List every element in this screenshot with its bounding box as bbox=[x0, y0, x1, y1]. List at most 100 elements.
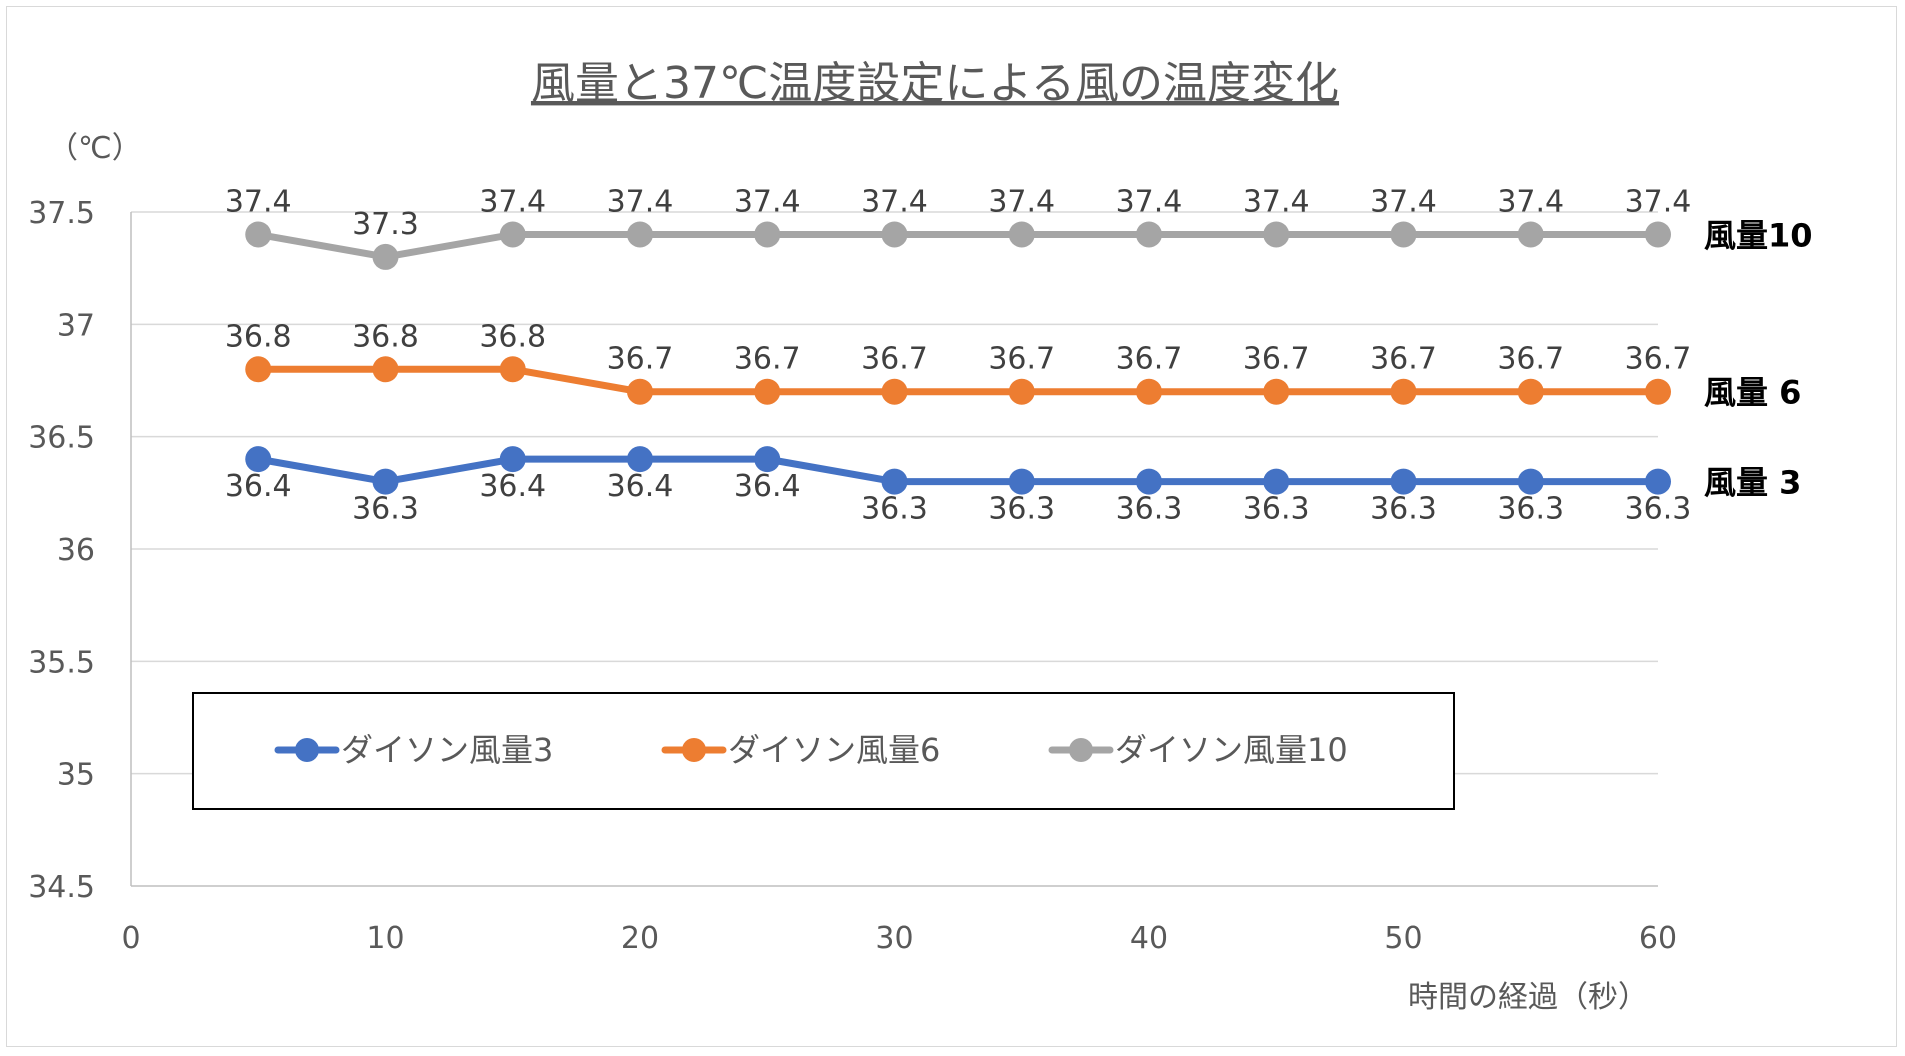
y-tick-label: 36 bbox=[57, 533, 95, 568]
data-point bbox=[245, 446, 272, 473]
series-line-3 bbox=[254, 230, 1662, 261]
data-label: 36.8 bbox=[479, 319, 546, 354]
data-label: 36.7 bbox=[1497, 342, 1564, 377]
data-label: 36.3 bbox=[1370, 492, 1437, 527]
y-axis-unit-label: （℃） bbox=[48, 131, 142, 166]
data-point bbox=[754, 378, 781, 405]
data-label: 37.4 bbox=[1625, 184, 1692, 219]
data-point bbox=[1263, 468, 1290, 495]
data-point bbox=[245, 221, 272, 248]
data-label: 36.7 bbox=[988, 342, 1055, 377]
data-label: 36.3 bbox=[352, 492, 419, 527]
legend-swatch-marker bbox=[1069, 738, 1093, 762]
x-tick-label: 60 bbox=[1639, 921, 1677, 956]
data-point bbox=[1263, 221, 1290, 248]
x-tick-label: 10 bbox=[366, 921, 404, 956]
series-line-1 bbox=[254, 455, 1662, 486]
y-tick-label: 35 bbox=[57, 758, 95, 793]
y-tick-label: 35.5 bbox=[28, 645, 95, 680]
series-line-2 bbox=[254, 365, 1662, 396]
data-point bbox=[1517, 378, 1544, 405]
data-label: 37.4 bbox=[1243, 184, 1310, 219]
legend-entry-label: ダイソン風量3 bbox=[341, 731, 553, 769]
data-point bbox=[881, 378, 908, 405]
data-point bbox=[372, 243, 399, 270]
data-label: 37.4 bbox=[1497, 184, 1564, 219]
data-point bbox=[881, 221, 908, 248]
data-label: 36.8 bbox=[352, 319, 419, 354]
series-end-label: 風量10 bbox=[1704, 216, 1813, 254]
x-tick-label: 50 bbox=[1384, 921, 1422, 956]
data-label: 36.7 bbox=[607, 342, 674, 377]
data-point bbox=[1390, 221, 1417, 248]
legend-entry-label: ダイソン風量6 bbox=[728, 731, 940, 769]
data-label: 36.3 bbox=[1116, 492, 1183, 527]
data-point bbox=[499, 356, 526, 383]
data-label: 36.7 bbox=[1370, 342, 1437, 377]
data-point bbox=[881, 468, 908, 495]
data-label: 37.4 bbox=[607, 184, 674, 219]
series-group bbox=[245, 221, 1671, 495]
legend: ダイソン風量3 ダイソン風量6 ダイソン風量10 bbox=[192, 692, 1455, 810]
x-tick-label: 0 bbox=[121, 921, 140, 956]
y-tick-label: 37 bbox=[57, 308, 95, 343]
data-label: 36.7 bbox=[734, 342, 801, 377]
chart-frame bbox=[6, 6, 1897, 1047]
data-label: 36.3 bbox=[988, 492, 1055, 527]
y-tick-label: 34.5 bbox=[28, 870, 95, 905]
data-point bbox=[1645, 221, 1671, 248]
data-point bbox=[627, 221, 653, 248]
data-point bbox=[1136, 221, 1162, 248]
data-point bbox=[1390, 378, 1417, 405]
legend-swatch-marker bbox=[682, 738, 706, 762]
data-label: 37.4 bbox=[734, 184, 801, 219]
data-point bbox=[1008, 221, 1035, 248]
data-label: 36.7 bbox=[1116, 342, 1183, 377]
data-label: 36.3 bbox=[1625, 492, 1692, 527]
data-label: 37.4 bbox=[861, 184, 928, 219]
data-label: 37.4 bbox=[988, 184, 1055, 219]
data-label: 36.4 bbox=[479, 469, 546, 504]
data-point bbox=[1645, 468, 1671, 495]
legend-box bbox=[192, 692, 1455, 810]
data-label: 37.4 bbox=[479, 184, 546, 219]
data-point bbox=[754, 221, 781, 248]
data-point bbox=[372, 468, 399, 495]
data-label: 36.7 bbox=[861, 342, 928, 377]
data-point bbox=[1517, 468, 1544, 495]
data-point bbox=[1517, 221, 1544, 248]
x-tick-label: 30 bbox=[875, 921, 913, 956]
data-label: 37.4 bbox=[1116, 184, 1183, 219]
data-label: 37.4 bbox=[225, 184, 292, 219]
data-point bbox=[245, 356, 272, 383]
x-tick-label: 40 bbox=[1130, 921, 1168, 956]
data-label: 36.3 bbox=[1243, 492, 1310, 527]
chart-title: 風量と37℃温度設定による風の温度変化 bbox=[531, 58, 1339, 109]
data-point bbox=[1263, 378, 1290, 405]
legend-swatch-marker bbox=[295, 738, 319, 762]
data-point bbox=[1136, 468, 1162, 495]
x-tick-label: 20 bbox=[621, 921, 659, 956]
data-point bbox=[1390, 468, 1417, 495]
x-axis-label: 時間の経過（秒） bbox=[1408, 980, 1648, 1015]
data-point bbox=[754, 446, 781, 473]
data-point bbox=[499, 221, 526, 248]
data-point bbox=[372, 356, 399, 383]
y-tick-label: 37.5 bbox=[28, 196, 95, 231]
data-point bbox=[627, 446, 653, 473]
data-point bbox=[1008, 468, 1035, 495]
data-point bbox=[1645, 378, 1671, 405]
data-label: 36.3 bbox=[1497, 492, 1564, 527]
data-point bbox=[499, 446, 526, 473]
data-label: 36.4 bbox=[607, 469, 674, 504]
data-label: 36.4 bbox=[734, 469, 801, 504]
data-label: 36.8 bbox=[225, 319, 292, 354]
data-point bbox=[1008, 378, 1035, 405]
data-label: 37.3 bbox=[352, 207, 419, 242]
data-label: 36.7 bbox=[1243, 342, 1310, 377]
axes: 37.5 37 36.5 36 35.5 35 34.5 0 10 20 30 40 50 60 bbox=[28, 196, 1677, 956]
data-labels: 36.4 36.3 36.4 36.4 36.4 36.3 36.3 36.3 36.3 36.3… bbox=[225, 184, 1813, 526]
data-label: 37.4 bbox=[1370, 184, 1437, 219]
data-point bbox=[627, 378, 653, 405]
